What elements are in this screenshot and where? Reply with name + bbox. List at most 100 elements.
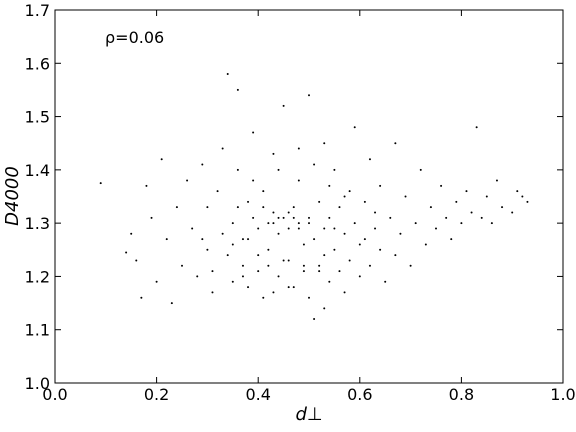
point (211, 270, 214, 273)
point (186, 179, 189, 182)
point (455, 200, 458, 203)
x-tick-label: 0.2 (144, 385, 169, 404)
point (277, 275, 280, 278)
point (445, 216, 448, 219)
point (257, 227, 260, 230)
point (282, 104, 285, 107)
point (328, 216, 331, 219)
point (333, 248, 336, 251)
point (277, 216, 280, 219)
point (323, 254, 326, 257)
point (526, 200, 529, 203)
point (363, 200, 366, 203)
y-tick-label: 1.0 (25, 374, 50, 393)
point (216, 190, 219, 193)
point (282, 216, 285, 219)
point (150, 216, 153, 219)
point (262, 206, 265, 209)
point (241, 238, 244, 241)
point (292, 206, 295, 209)
point (241, 264, 244, 267)
point (490, 222, 493, 225)
point (308, 94, 310, 97)
point (475, 126, 478, 129)
point (252, 216, 255, 219)
point (424, 243, 427, 246)
point (343, 195, 346, 198)
point (226, 72, 229, 75)
point (135, 259, 138, 262)
point (201, 238, 204, 241)
point (521, 195, 524, 198)
y-tick-label: 1.7 (25, 1, 50, 20)
point (389, 216, 392, 219)
point (99, 182, 102, 185)
point (470, 211, 473, 214)
point (221, 147, 224, 150)
annotation: ρ=0.06 (105, 28, 164, 47)
point (399, 232, 402, 235)
point (272, 291, 275, 294)
point (262, 296, 265, 299)
point (231, 222, 234, 225)
point (302, 264, 305, 267)
point (353, 126, 356, 129)
point (247, 286, 250, 289)
point (206, 206, 209, 209)
point (175, 206, 178, 209)
point (287, 286, 290, 289)
point (302, 270, 305, 273)
point (323, 227, 326, 230)
point (292, 216, 295, 219)
point (145, 184, 148, 187)
y-tick-label: 1.1 (25, 321, 50, 340)
point (313, 318, 316, 321)
point (318, 270, 321, 273)
point (226, 254, 229, 257)
point (292, 286, 295, 289)
point (368, 158, 371, 161)
point (394, 254, 397, 257)
point (323, 307, 326, 310)
point (165, 238, 168, 241)
point (394, 142, 397, 145)
point (414, 222, 417, 225)
y-tick-label: 1.5 (25, 108, 50, 127)
point (384, 280, 387, 283)
point (236, 206, 239, 209)
point (379, 248, 382, 251)
point (130, 232, 133, 235)
point (236, 168, 239, 171)
point (511, 211, 514, 214)
point (257, 254, 260, 257)
point (495, 179, 498, 182)
x-tick-label: 0.0 (42, 385, 67, 404)
point (241, 275, 244, 278)
point (338, 270, 341, 273)
point (318, 264, 321, 267)
point (297, 179, 300, 182)
point (247, 200, 250, 203)
x-tick-label: 1.0 (550, 385, 575, 404)
point (247, 238, 250, 241)
point (323, 142, 326, 145)
point (287, 227, 290, 230)
point (348, 259, 351, 262)
point (196, 275, 199, 278)
point (272, 222, 275, 225)
point (302, 243, 305, 246)
point (201, 163, 204, 166)
y-tick-label: 1.6 (25, 54, 50, 73)
point (343, 232, 346, 235)
point (181, 264, 183, 267)
point (252, 179, 255, 182)
point (501, 206, 504, 209)
point (363, 238, 366, 241)
point (267, 222, 270, 225)
point (140, 296, 143, 299)
point (262, 190, 265, 193)
point (272, 152, 275, 155)
y-tick-label: 1.4 (25, 161, 50, 180)
point (374, 227, 377, 230)
